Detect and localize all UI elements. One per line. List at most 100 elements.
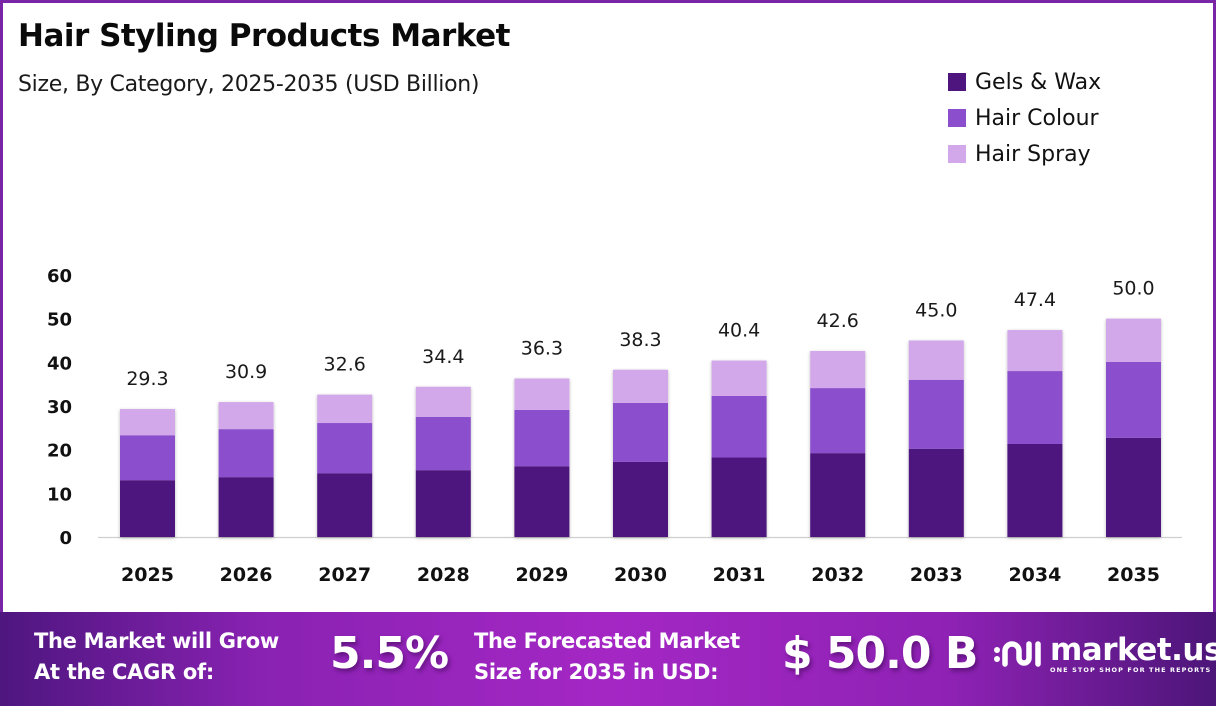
x-tick-label: 2030 bbox=[614, 564, 667, 586]
legend-swatch-hair-colour bbox=[948, 109, 966, 127]
legend-label-gels-wax: Gels & Wax bbox=[975, 69, 1102, 95]
forecast-caption-line2: Size for 2035 in USD: bbox=[474, 660, 719, 684]
bar-stack-2030 bbox=[613, 369, 668, 537]
bar-segment-hair-colour-2035 bbox=[1106, 361, 1161, 438]
market-us-logo-icon bbox=[994, 641, 1041, 667]
bar-segment-hair-spray-2028 bbox=[415, 386, 471, 417]
legend-label-hair-colour: Hair Colour bbox=[975, 105, 1099, 131]
bar-segment-hair-spray-2035 bbox=[1106, 318, 1161, 362]
total-data-label: 29.3 bbox=[126, 368, 168, 390]
bar-segment-hair-colour-2028 bbox=[415, 416, 471, 471]
y-tick-label: 60 bbox=[47, 266, 72, 287]
x-tick-label: 2035 bbox=[1107, 564, 1160, 586]
x-tick-label: 2028 bbox=[417, 564, 470, 586]
bar-segment-hair-colour-2026 bbox=[218, 429, 274, 478]
x-tick-label: 2025 bbox=[121, 564, 174, 586]
total-data-label: 45.0 bbox=[915, 300, 957, 322]
y-tick-label: 50 bbox=[47, 310, 72, 331]
bar-segment-hair-spray-2034 bbox=[1007, 330, 1063, 372]
legend-item-hair-spray: Hair Spray bbox=[948, 136, 1101, 172]
bar-segment-hair-colour-2032 bbox=[810, 388, 866, 454]
bar-segment-gels-wax-2034 bbox=[1007, 443, 1063, 537]
bar-segment-gels-wax-2028 bbox=[415, 470, 471, 537]
y-tick-label: 20 bbox=[47, 441, 72, 462]
bar-segment-hair-spray-2029 bbox=[514, 378, 570, 410]
total-data-label: 30.9 bbox=[225, 361, 267, 383]
y-tick-label: 40 bbox=[47, 353, 72, 374]
total-data-label: 40.4 bbox=[718, 320, 760, 342]
x-tick-label: 2033 bbox=[910, 564, 963, 586]
legend-item-hair-colour: Hair Colour bbox=[948, 100, 1101, 136]
logo-tagline: ONE STOP SHOP FOR THE REPORTS bbox=[1050, 666, 1212, 674]
bar-stack-2035 bbox=[1106, 318, 1161, 537]
bar-segment-gels-wax-2035 bbox=[1106, 437, 1161, 537]
bar-segment-hair-spray-2025 bbox=[120, 409, 175, 436]
bar-segment-gels-wax-2029 bbox=[514, 466, 570, 537]
forecast-value: $ 50.0 B bbox=[782, 628, 978, 679]
chart-title: Hair Styling Products Market bbox=[18, 18, 510, 54]
legend-swatch-hair-spray bbox=[948, 145, 966, 163]
bar-segment-gels-wax-2030 bbox=[613, 461, 668, 537]
bar-segment-hair-spray-2031 bbox=[711, 360, 767, 396]
total-data-label: 38.3 bbox=[619, 329, 661, 351]
bar-segment-hair-colour-2027 bbox=[317, 423, 373, 474]
chart-subtitle: Size, By Category, 2025-2035 (USD Billio… bbox=[18, 72, 480, 97]
bars bbox=[120, 318, 1161, 537]
y-tick-label: 30 bbox=[47, 397, 72, 418]
legend-swatch-gels-wax bbox=[948, 73, 966, 91]
bar-segment-hair-colour-2030 bbox=[613, 402, 668, 462]
bar-stack-2028 bbox=[415, 386, 471, 537]
bar-stack-2032 bbox=[810, 350, 866, 537]
bar-stack-2031 bbox=[711, 360, 767, 537]
x-axis: 2025 2026 2027 2028 2029 2030 2031 2032 2033 2034… bbox=[121, 564, 1160, 586]
cagr-value: 5.5% bbox=[330, 628, 449, 679]
bar-segment-gels-wax-2033 bbox=[908, 448, 964, 537]
y-tick-label: 10 bbox=[47, 484, 72, 505]
x-tick-label: 2032 bbox=[811, 564, 864, 586]
bar-stack-2034 bbox=[1007, 330, 1063, 537]
cagr-caption-line1: The Market will Grow bbox=[34, 629, 279, 653]
bar-segment-gels-wax-2031 bbox=[711, 457, 767, 537]
total-data-label: 36.3 bbox=[521, 337, 563, 359]
bar-segment-hair-spray-2033 bbox=[908, 340, 964, 380]
bar-segment-hair-colour-2034 bbox=[1007, 371, 1063, 444]
forecast-caption: The Forecasted Market Size for 2035 in U… bbox=[474, 626, 740, 688]
bar-segment-hair-spray-2032 bbox=[810, 350, 866, 389]
bar-stack-2026 bbox=[218, 402, 274, 537]
legend-label-hair-spray: Hair Spray bbox=[975, 141, 1091, 167]
cagr-caption: The Market will Grow At the CAGR of: bbox=[34, 626, 279, 688]
y-tick-label: 0 bbox=[59, 528, 72, 549]
bar-segment-hair-spray-2030 bbox=[613, 369, 668, 403]
bar-stack-2029 bbox=[514, 378, 570, 537]
bar-segment-hair-spray-2026 bbox=[218, 402, 274, 430]
x-tick-label: 2034 bbox=[1008, 564, 1061, 586]
bar-segment-gels-wax-2027 bbox=[317, 473, 373, 537]
bar-stack-2027 bbox=[317, 394, 373, 537]
total-data-label: 50.0 bbox=[1112, 278, 1154, 300]
summary-banner: The Market will Grow At the CAGR of: 5.5… bbox=[0, 612, 1216, 706]
x-tick-label: 2027 bbox=[318, 564, 371, 586]
data-labels: 29.3 30.9 32.6 34.4 36.3 38.3 40.4 42.6 45.0 47.4… bbox=[126, 278, 1154, 390]
bar-stack-2033 bbox=[908, 340, 964, 537]
y-axis: 0 10 20 30 40 50 60 bbox=[47, 266, 72, 549]
total-data-label: 32.6 bbox=[324, 354, 366, 376]
bar-segment-hair-spray-2027 bbox=[317, 394, 373, 424]
total-data-label: 47.4 bbox=[1014, 289, 1056, 311]
x-tick-label: 2029 bbox=[515, 564, 568, 586]
bar-segment-gels-wax-2026 bbox=[218, 477, 274, 537]
bar-segment-hair-colour-2031 bbox=[711, 395, 767, 458]
bar-segment-gels-wax-2025 bbox=[120, 480, 175, 537]
legend-item-gels-wax: Gels & Wax bbox=[948, 64, 1101, 100]
total-data-label: 42.6 bbox=[817, 310, 859, 332]
bar-segment-gels-wax-2032 bbox=[810, 453, 866, 537]
bar-stack-2025 bbox=[120, 409, 175, 537]
bar-segment-hair-colour-2033 bbox=[908, 379, 964, 449]
logo-name: market.us bbox=[1050, 632, 1216, 668]
bar-segment-hair-colour-2029 bbox=[514, 409, 570, 467]
legend: Gels & Wax Hair Colour Hair Spray bbox=[948, 64, 1101, 172]
market-us-logo: market.us ONE STOP SHOP FOR THE REPORTS bbox=[992, 634, 1216, 674]
x-tick-label: 2026 bbox=[220, 564, 273, 586]
total-data-label: 34.4 bbox=[422, 346, 464, 368]
bar-segment-hair-colour-2025 bbox=[120, 435, 175, 481]
